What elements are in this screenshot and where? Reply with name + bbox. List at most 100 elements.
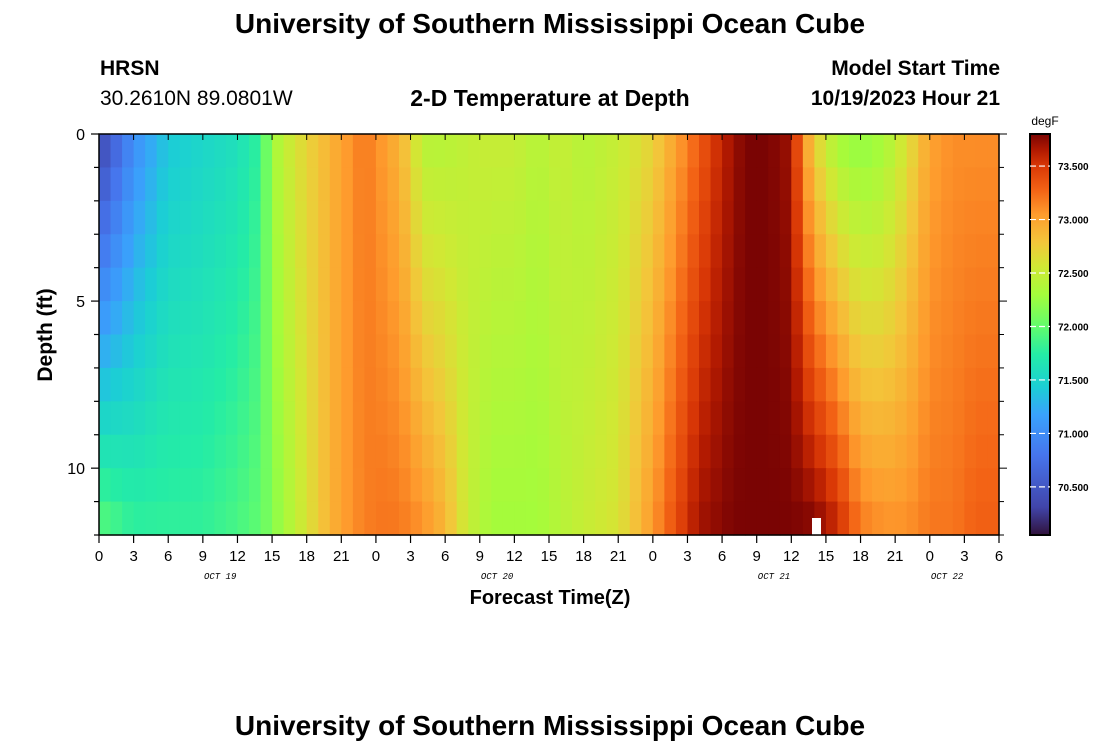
heatmap-cell: [583, 401, 596, 436]
heatmap-cell: [399, 468, 412, 503]
heatmap-cell: [595, 200, 608, 235]
heatmap-cell: [479, 134, 492, 169]
heatmap-cell: [491, 468, 504, 503]
heatmap-cell: [329, 468, 342, 503]
heatmap-cell: [433, 434, 446, 469]
heatmap-cell: [652, 234, 665, 269]
heatmap-cell: [249, 267, 262, 302]
heatmap-cell: [225, 501, 239, 536]
heatmap-cell: [802, 367, 815, 402]
heatmap-cell: [191, 434, 204, 469]
heatmap-cell: [525, 334, 539, 369]
heatmap-cell: [825, 267, 839, 302]
missing-data-marker: [812, 518, 821, 535]
heatmap-cell: [756, 468, 769, 503]
heatmap-cell: [283, 200, 296, 235]
heatmap-cell: [687, 167, 700, 202]
heatmap-cell: [260, 334, 273, 369]
heatmap-cell: [664, 200, 677, 235]
heatmap-cell: [341, 401, 354, 436]
heatmap-cell: [122, 200, 135, 235]
heatmap-cell: [629, 367, 642, 402]
heatmap-cell: [652, 334, 665, 369]
heatmap-cell: [445, 501, 458, 536]
heatmap-cell: [664, 234, 677, 269]
heatmap-cell: [814, 134, 827, 169]
heatmap-cell: [733, 134, 746, 169]
heatmap-cell: [641, 401, 654, 436]
heatmap-cell: [479, 468, 492, 503]
heatmap-cell: [595, 334, 608, 369]
heatmap-cell: [133, 267, 146, 302]
heatmap-cell: [156, 134, 169, 169]
heatmap-cell: [814, 301, 827, 336]
heatmap-cell: [918, 334, 931, 369]
heatmap-cell: [433, 267, 446, 302]
heatmap-cell: [272, 468, 285, 503]
heatmap-cell: [99, 401, 112, 436]
heatmap-cell: [883, 200, 896, 235]
heatmap-cell: [572, 267, 585, 302]
x-tick-label: 21: [887, 548, 904, 565]
heatmap-cell: [964, 334, 977, 369]
colorbar-tick-label: 71.500: [1058, 376, 1089, 387]
heatmap-cell: [352, 501, 365, 536]
heatmap-cell: [99, 501, 112, 536]
heatmap-cell: [295, 434, 308, 469]
heatmap-cell: [514, 401, 527, 436]
heatmap-cell: [733, 200, 746, 235]
heatmap-cell: [641, 501, 654, 536]
heatmap-cell: [364, 434, 377, 469]
heatmap-cell: [652, 434, 665, 469]
heatmap-cell: [641, 367, 654, 402]
heatmap-cell: [260, 468, 273, 503]
heatmap-cell: [525, 301, 539, 336]
heatmap-cell: [906, 468, 919, 503]
heatmap-cell: [387, 434, 400, 469]
heatmap-cell: [872, 167, 885, 202]
heatmap-cell: [918, 134, 931, 169]
heatmap-cell: [145, 334, 158, 369]
heatmap-cell: [849, 334, 862, 369]
heatmap-cell: [410, 267, 423, 302]
heatmap-cell: [456, 334, 469, 369]
heatmap-cell: [191, 501, 204, 536]
heatmap-cell: [652, 134, 665, 169]
heatmap-cell: [595, 434, 608, 469]
heatmap-cell: [583, 468, 596, 503]
heatmap-cell: [387, 200, 400, 235]
x-tick-label: 18: [852, 548, 869, 565]
heatmap-cell: [249, 167, 262, 202]
heatmap-cell: [122, 434, 135, 469]
heatmap-cell: [606, 167, 619, 202]
heatmap-cell: [272, 301, 285, 336]
heatmap-cell: [860, 200, 873, 235]
heatmap-cell: [387, 334, 400, 369]
heatmap-cell: [145, 401, 158, 436]
heatmap-cell: [375, 301, 389, 336]
heatmap-cell: [306, 367, 319, 402]
heatmap-cell: [225, 367, 239, 402]
heatmap-cell: [375, 334, 389, 369]
heatmap-cell: [283, 501, 296, 536]
heatmap-cell: [179, 334, 192, 369]
heatmap-cell: [918, 401, 931, 436]
heatmap-cell: [825, 434, 839, 469]
heatmap-cell: [191, 134, 204, 169]
heatmap-cell: [941, 301, 954, 336]
heatmap-cell: [779, 468, 792, 503]
heatmap-cell: [502, 134, 515, 169]
heatmap-cell: [987, 267, 1000, 302]
heatmap-cell: [652, 367, 665, 402]
heatmap-cell: [675, 301, 689, 336]
heatmap-cell: [202, 167, 215, 202]
heatmap-cell: [295, 301, 308, 336]
heatmap-cell: [941, 134, 954, 169]
heatmap-cell: [399, 434, 412, 469]
heatmap-cell: [399, 134, 412, 169]
heatmap-cell: [352, 234, 365, 269]
heatmap-cell: [825, 234, 839, 269]
heatmap-cell: [225, 434, 239, 469]
heatmap-cell: [756, 267, 769, 302]
heatmap-cell: [837, 468, 850, 503]
